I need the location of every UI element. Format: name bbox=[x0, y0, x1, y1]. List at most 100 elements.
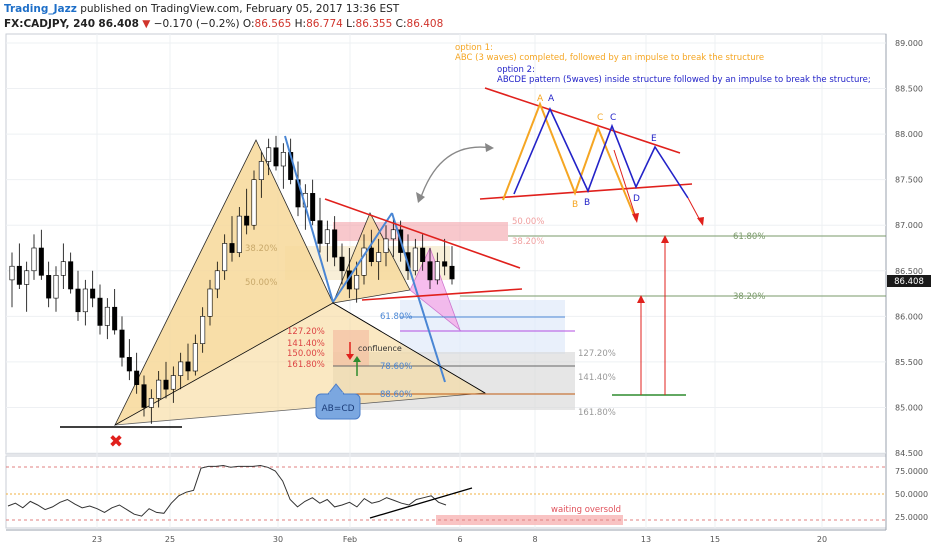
price-tick-label: 89.000 bbox=[895, 39, 923, 48]
candle bbox=[361, 234, 367, 285]
open-label: O: bbox=[242, 18, 255, 30]
candle-body bbox=[97, 297, 103, 326]
wave-label-b-blue: B bbox=[584, 198, 590, 208]
last-price: 86.408 bbox=[98, 18, 139, 30]
candle bbox=[156, 371, 162, 408]
arrowhead-2 bbox=[697, 217, 704, 226]
fib-label-resistance-3820: 38.20% bbox=[512, 237, 544, 247]
candle bbox=[207, 279, 213, 326]
up-arrowhead bbox=[353, 356, 361, 362]
candle bbox=[273, 135, 279, 171]
candle-body bbox=[68, 261, 74, 290]
candle-body bbox=[16, 265, 22, 285]
fib-label-14140-grey: 141.40% bbox=[578, 373, 616, 383]
candle bbox=[200, 307, 206, 353]
candle bbox=[412, 238, 418, 276]
candle-body bbox=[192, 343, 198, 372]
high-value: 86.774 bbox=[306, 18, 343, 30]
time-tick-label: 23 bbox=[92, 535, 102, 544]
candle bbox=[68, 252, 74, 294]
candle bbox=[280, 143, 286, 189]
time-tick-label: 25 bbox=[165, 535, 175, 544]
candle-body bbox=[163, 379, 169, 390]
red-support-line bbox=[361, 288, 523, 301]
candle bbox=[420, 234, 426, 271]
down-arrowhead bbox=[346, 354, 354, 360]
candle bbox=[192, 334, 198, 376]
last-price-tag bbox=[887, 275, 931, 287]
candle bbox=[90, 270, 96, 308]
grid bbox=[6, 34, 886, 528]
candle bbox=[16, 243, 22, 289]
chart-header: Trading_Jazz published on TradingView.co… bbox=[0, 0, 932, 34]
candle-body bbox=[317, 220, 323, 244]
candle-body bbox=[368, 247, 374, 262]
candle bbox=[332, 216, 338, 267]
time-tick-label: 15 bbox=[710, 535, 720, 544]
candle bbox=[75, 270, 81, 321]
candle bbox=[214, 261, 220, 299]
time-tick-label: 6 bbox=[457, 535, 462, 544]
fib-label-retrace-5000: 50.00% bbox=[245, 278, 277, 288]
fib-label-12720-red: 127.20% bbox=[287, 327, 325, 337]
candle bbox=[53, 266, 59, 312]
candle-body bbox=[60, 261, 66, 276]
candle bbox=[317, 197, 323, 253]
candle bbox=[354, 261, 360, 303]
candle bbox=[9, 252, 15, 308]
fib-label-16180-red: 161.80% bbox=[287, 360, 325, 370]
candle-body bbox=[258, 161, 264, 180]
option2-abcde-path bbox=[513, 107, 689, 199]
price-tick-label: 84.500 bbox=[895, 449, 923, 458]
candle-body bbox=[104, 306, 110, 326]
candle-body bbox=[200, 316, 206, 344]
osc-tick-label: 25.0000 bbox=[895, 513, 928, 522]
blue-trend-down bbox=[391, 212, 446, 383]
candle bbox=[368, 229, 374, 267]
fib-label-15000-red: 150.00% bbox=[287, 349, 325, 359]
candle-body bbox=[442, 261, 448, 267]
time-tick-label: Feb bbox=[343, 535, 357, 544]
candle bbox=[310, 179, 316, 226]
option1-abc-path bbox=[502, 101, 637, 221]
candle-body bbox=[185, 361, 191, 372]
osc-trend-line bbox=[369, 487, 473, 519]
candle bbox=[185, 343, 191, 381]
wave-label-b-orange: B bbox=[572, 200, 578, 210]
callout-join bbox=[329, 392, 343, 395]
candle-body bbox=[273, 147, 279, 167]
author-name[interactable]: Trading_Jazz bbox=[4, 3, 77, 15]
candle-body bbox=[361, 247, 367, 276]
candle bbox=[24, 261, 30, 312]
candle-body bbox=[390, 229, 396, 240]
candle-body bbox=[332, 229, 338, 258]
candle-body bbox=[170, 375, 176, 390]
fib-label-12720-grey: 127.20% bbox=[578, 349, 616, 359]
target-arrowhead-2 bbox=[661, 235, 669, 243]
candle bbox=[383, 225, 389, 267]
option1-text: ABC (3 waves) completed, followed by an … bbox=[455, 53, 764, 63]
candle bbox=[376, 238, 382, 280]
low-value: 86.355 bbox=[355, 18, 393, 30]
wave-label-a-blue: A bbox=[548, 94, 555, 104]
candle-body bbox=[376, 252, 382, 262]
candle-body bbox=[339, 256, 345, 272]
option2-title: option 2: bbox=[497, 65, 535, 75]
candle-body bbox=[222, 243, 228, 272]
candle bbox=[148, 389, 154, 424]
osc-tick-label: 50.0000 bbox=[895, 490, 928, 499]
confluence-label: confluence bbox=[358, 344, 402, 353]
fib-label-14140-red: 141.40% bbox=[287, 339, 325, 349]
time-axis: 23 25 30 Feb 6 8 13 15 20 bbox=[92, 535, 827, 544]
waiting-oversold-label: waiting oversold bbox=[551, 505, 621, 515]
fib-label-resistance-5000: 50.00% bbox=[512, 217, 544, 227]
candle-body bbox=[82, 288, 88, 313]
fib-label-right-6180: 61.80% bbox=[733, 232, 765, 242]
candle bbox=[60, 243, 66, 289]
low-label: L: bbox=[346, 18, 356, 30]
last-price-value: 86.408 bbox=[894, 277, 924, 287]
osc-tick-label: 75.0000 bbox=[895, 467, 928, 476]
candle bbox=[104, 298, 110, 340]
candle bbox=[141, 375, 147, 417]
